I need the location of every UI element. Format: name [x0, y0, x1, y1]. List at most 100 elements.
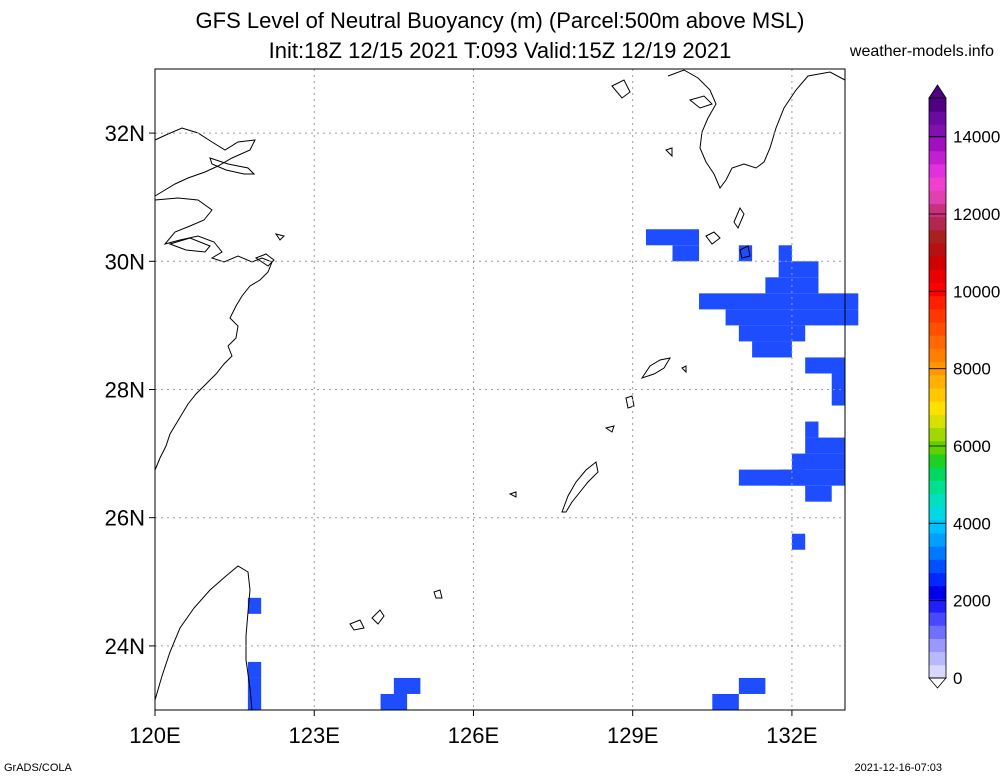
footer-timestamp: 2021-12-16-07:03 [854, 762, 942, 774]
colorbar-label: 8000 [953, 360, 991, 379]
colorbar-swatch [929, 295, 946, 310]
buoyancy-cell [831, 389, 845, 406]
buoyancy-cell [672, 245, 700, 262]
lat-tick-label: 26N [105, 506, 145, 531]
buoyancy-cell [778, 245, 792, 262]
colorbar-label: 10000 [953, 282, 1000, 301]
lat-tick-label: 30N [105, 249, 145, 274]
amami-island [640, 357, 687, 379]
colorbar-swatch [929, 598, 946, 613]
chart-subtitle: Init:18Z 12/15 2021 T:093 Valid:15Z 12/1… [268, 38, 732, 63]
colorbar-swatch [929, 322, 946, 336]
colorbar-swatch [929, 111, 946, 125]
lon-tick-label: 126E [448, 723, 499, 748]
buoyancy-cell [725, 309, 859, 326]
buoyancy-cell [247, 661, 262, 678]
okinawa-island [561, 461, 599, 513]
colorbar-swatch [929, 480, 946, 494]
buoyancy-cell [247, 677, 262, 710]
colorbar-swatch [929, 533, 946, 547]
colorbar-label: 4000 [953, 514, 991, 533]
colorbar-swatch [929, 137, 946, 152]
buoyancy-cells [247, 229, 859, 710]
tanegashima-yakushima [705, 206, 751, 259]
colorbar-swatch [929, 256, 946, 270]
buoyancy-cell [791, 533, 806, 550]
colorbar-swatch [929, 625, 946, 639]
lat-tick-label: 32N [105, 121, 145, 146]
coastlines [154, 69, 846, 711]
colorbar-swatch [929, 216, 946, 231]
colorbar-swatch [929, 506, 946, 521]
colorbar-swatch [929, 243, 946, 257]
colorbar-swatch [929, 269, 946, 284]
colorbar-swatch [929, 519, 946, 534]
colorbar-min-arrow [928, 677, 947, 689]
axis-ticks: 120E 123E 126E 129E 132E 24N 26N 28N 30N 32N [105, 121, 818, 748]
colorbar-swatch [929, 177, 946, 191]
colorbar-swatch [929, 572, 946, 587]
lon-tick-label: 132E [766, 723, 817, 748]
lon-tick-label: 129E [607, 723, 658, 748]
kyushu-coastline [611, 69, 846, 189]
lat-tick-label: 24N [105, 634, 145, 659]
lat-tick-label: 28N [105, 378, 145, 403]
colorbar-swatch [929, 414, 946, 429]
colorbar-swatch [929, 124, 946, 139]
china-coast-south [154, 197, 273, 471]
chart-title: GFS Level of Neutral Buoyancy (m) (Parce… [195, 8, 805, 33]
buoyancy-cell [791, 453, 845, 470]
buoyancy-cell [738, 677, 766, 694]
buoyancy-cell [752, 341, 792, 358]
colorbar-label: 12000 [953, 205, 1000, 224]
colorbar-swatch [929, 651, 946, 666]
buoyancy-cell [805, 437, 845, 454]
colorbar-swatch [929, 585, 946, 600]
kyushu-islands [665, 95, 713, 158]
colorbar-swatch [929, 559, 946, 574]
buoyancy-cell [393, 677, 421, 694]
lon-tick-label: 120E [129, 723, 180, 748]
buoyancy-cell [778, 261, 819, 278]
colorbar-swatch [929, 203, 946, 218]
colorbar-swatch [929, 467, 946, 481]
buoyancy-cell [805, 421, 819, 438]
zhoushan-islands [254, 233, 285, 267]
colorbar-swatch [929, 427, 946, 442]
buoyancy-cell [699, 293, 859, 310]
buoyancy-cell [805, 357, 845, 374]
colorbar-swatch [929, 388, 946, 402]
colorbar-swatch [929, 440, 946, 455]
graticule [155, 69, 845, 710]
colorbar-swatch [929, 150, 946, 165]
buoyancy-cell [645, 229, 700, 246]
yaeyama-islands [349, 589, 443, 631]
colorbar-swatch [929, 664, 946, 679]
colorbar-swatch [929, 308, 946, 323]
small-island-a [508, 491, 517, 498]
colorbar-swatch [929, 612, 946, 626]
yangtze-estuary [209, 157, 256, 175]
colorbar-swatch [929, 282, 946, 297]
footer-software: GrADS/COLA [4, 762, 72, 774]
colorbar-swatch [929, 98, 946, 112]
colorbar-swatch [929, 546, 946, 560]
buoyancy-cell [247, 597, 262, 614]
colorbar-label: 2000 [953, 592, 991, 611]
colorbar-swatch [929, 335, 946, 349]
colorbar-swatch [929, 190, 946, 204]
colorbar-label: 6000 [953, 437, 991, 456]
buoyancy-cell [831, 373, 845, 390]
lon-tick-label: 123E [289, 723, 340, 748]
colorbar-swatch [929, 348, 946, 363]
source-label: weather-models.info [849, 43, 994, 60]
china-coastline [154, 127, 256, 197]
colorbar-label: 0 [953, 669, 962, 688]
colorbar-swatch [929, 163, 946, 178]
buoyancy-cell [738, 325, 806, 342]
colorbar-swatch [929, 493, 946, 508]
colorbar-swatch [929, 229, 946, 244]
small-island-c [625, 395, 635, 409]
taiwan-coastline [154, 565, 253, 711]
